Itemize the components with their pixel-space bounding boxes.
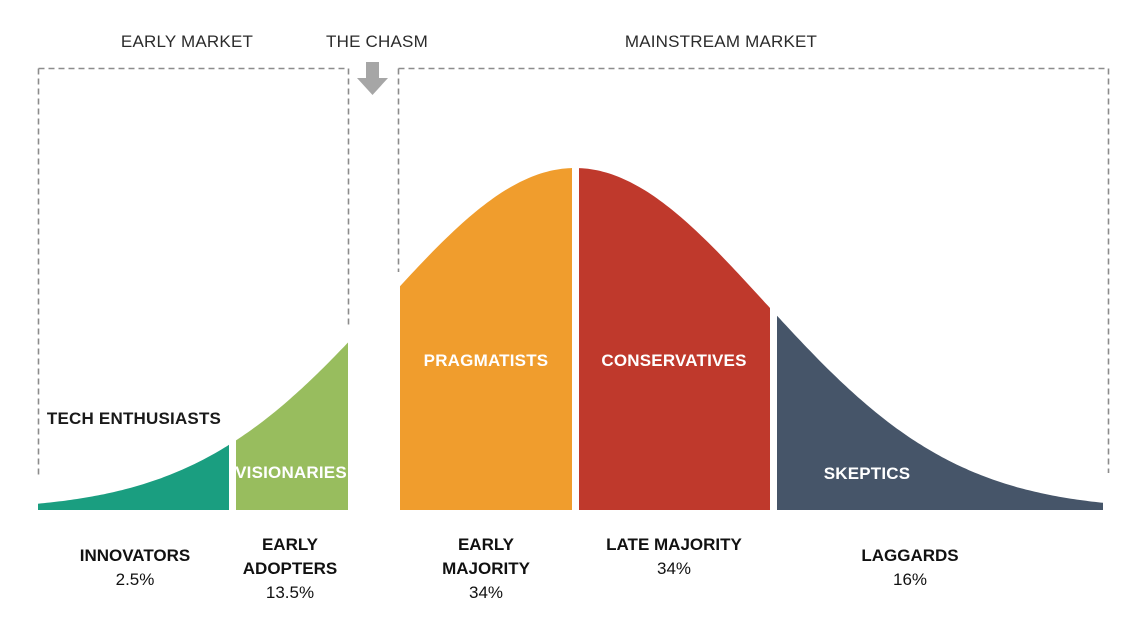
axis-label-percent: 13.5% bbox=[265, 583, 315, 602]
axis-label-early-majority: EARLY MAJORITY 34% bbox=[416, 533, 556, 605]
axis-label-innovators: INNOVATORS 2.5% bbox=[65, 544, 205, 592]
axis-label-name: LATE MAJORITY bbox=[606, 535, 742, 554]
the-chasm-heading: THE CHASM bbox=[326, 32, 428, 51]
segment-innovators bbox=[38, 444, 229, 510]
axis-label-name: EARLY MAJORITY bbox=[442, 535, 530, 578]
curve-label-visionaries: VISIONARIES bbox=[235, 463, 347, 482]
early-market-heading: EARLY MARKET bbox=[120, 32, 254, 51]
axis-label-percent: 2.5% bbox=[115, 570, 155, 589]
curve-label-skeptics: SKEPTICS bbox=[823, 464, 911, 483]
axis-label-laggards: LAGGARDS 16% bbox=[840, 544, 980, 592]
axis-label-early-adopters: EARLY ADOPTERS 13.5% bbox=[220, 533, 360, 605]
segment-laggards bbox=[777, 315, 1103, 510]
axis-label-percent: 34% bbox=[468, 583, 504, 602]
axis-label-name: INNOVATORS bbox=[79, 546, 191, 565]
curve-label-tech-enthusiasts: TECH ENTHUSIASTS bbox=[46, 409, 222, 428]
early-market-dashed-box bbox=[37, 67, 350, 476]
curve-label-conservatives: CONSERVATIVES bbox=[601, 351, 747, 370]
axis-label-name: EARLY ADOPTERS bbox=[242, 535, 338, 578]
axis-label-percent: 16% bbox=[892, 570, 928, 589]
curve-label-pragmatists: PRAGMATISTS bbox=[423, 351, 549, 370]
chasm-down-arrow-icon bbox=[357, 62, 388, 95]
segment-early-majority bbox=[400, 168, 572, 510]
axis-label-percent: 34% bbox=[656, 559, 692, 578]
segment-late-majority bbox=[579, 168, 770, 510]
axis-label-late-majority: LATE MAJORITY 34% bbox=[604, 533, 744, 581]
axis-label-name: LAGGARDS bbox=[861, 546, 959, 565]
mainstream-market-heading: MAINSTREAM MARKET bbox=[624, 32, 818, 51]
mainstream-market-dashed-box bbox=[397, 67, 1110, 473]
segment-early-adopters bbox=[236, 342, 348, 510]
